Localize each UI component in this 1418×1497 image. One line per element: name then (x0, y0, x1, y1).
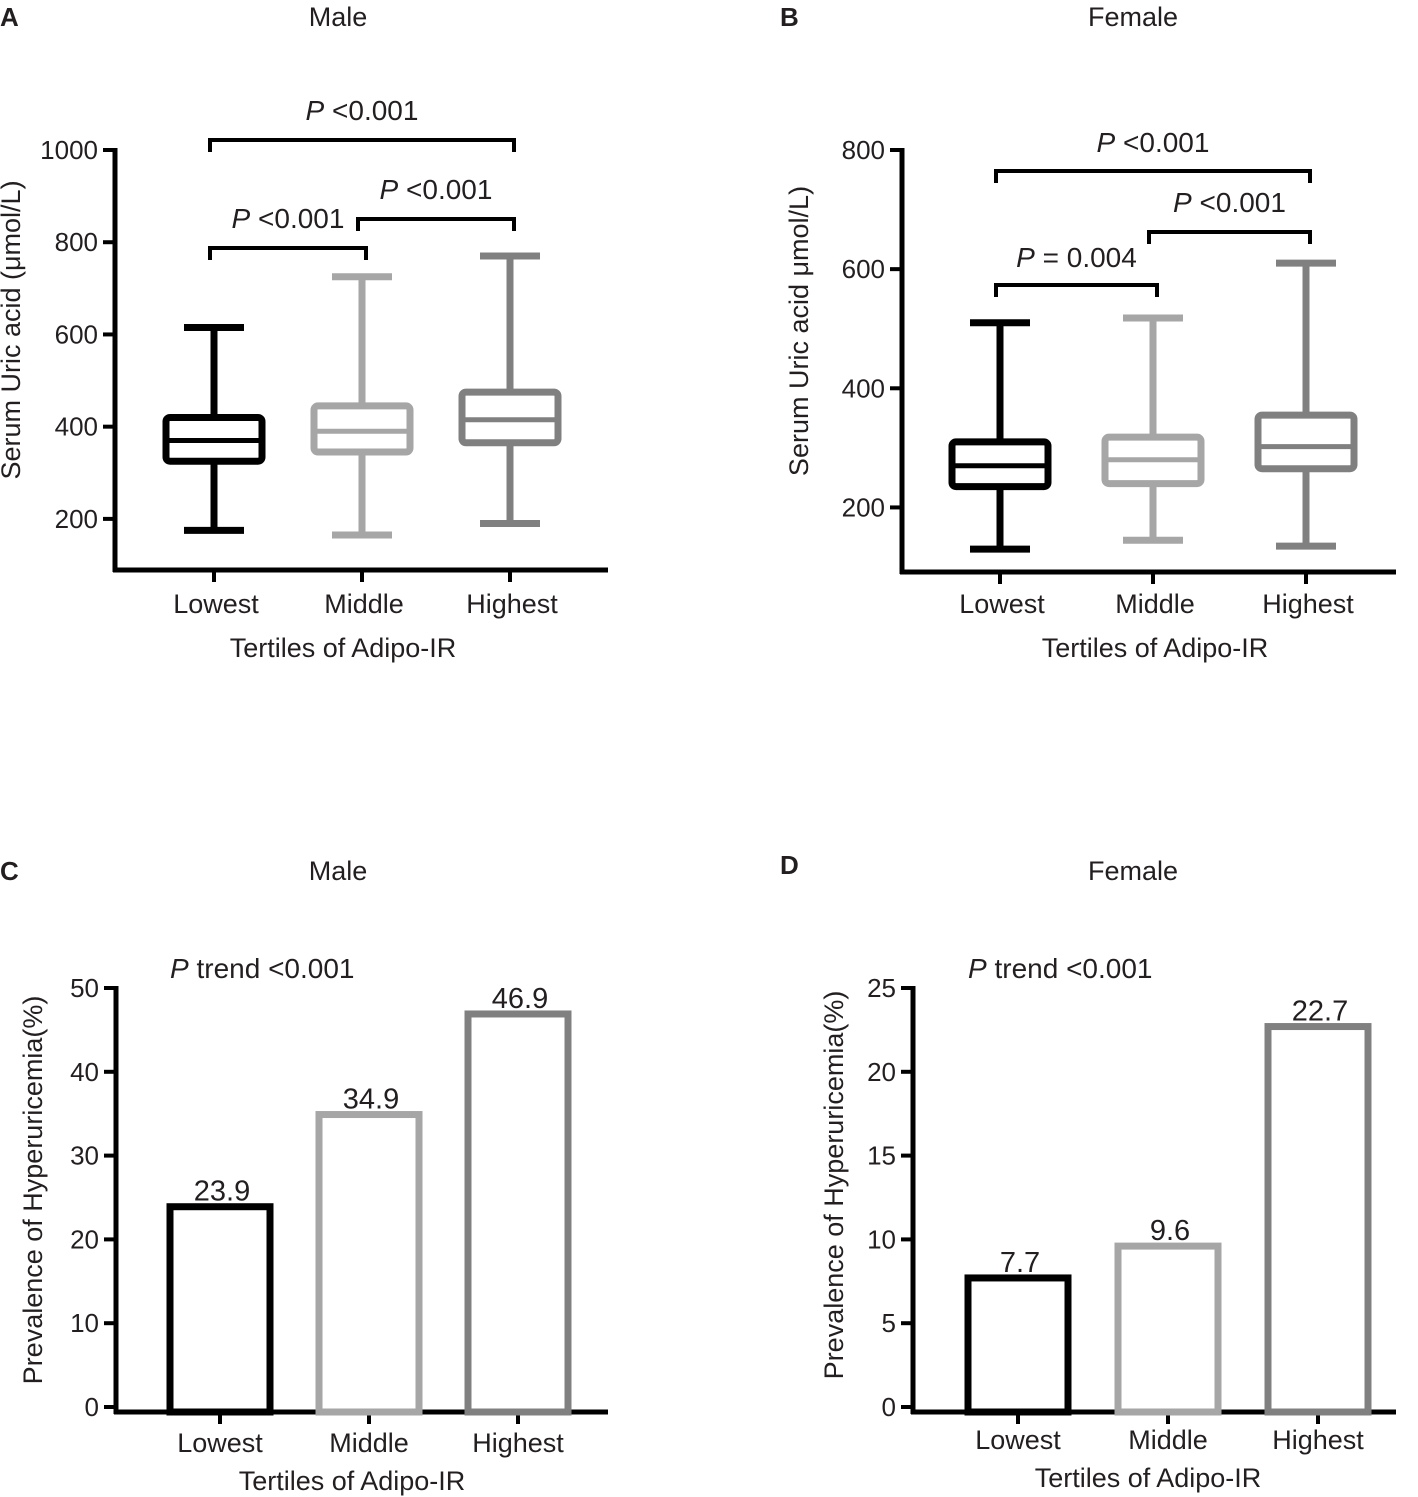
bar-middle (315, 1111, 423, 1416)
bar-value-label: 46.9 (492, 983, 548, 1015)
panel-letter: B (780, 2, 799, 32)
p-trend-annotation: P trend <0.001 (170, 953, 355, 984)
x-axis-title: Tertiles of Adipo-IR (1042, 633, 1269, 663)
box-lowest (948, 319, 1052, 553)
y-tick-label: 30 (70, 1141, 99, 1171)
y-tick-label: 800 (842, 135, 885, 165)
panel-letter: C (0, 856, 19, 886)
x-axis-title: Tertiles of Adipo-IR (1035, 1463, 1262, 1493)
y-tick-label: 200 (55, 504, 98, 534)
box-middle (310, 273, 414, 539)
x-category-label: Highest (466, 589, 558, 619)
bar-highest (464, 1010, 572, 1416)
p-value-annotation: P <0.001 (232, 203, 345, 234)
bar-value-label: 7.7 (1000, 1247, 1040, 1279)
bar-lowest (964, 1274, 1072, 1416)
panel-b: B Female 200 400 600 800 Lowest Middle Highest Te… (780, 2, 1396, 663)
box-highest (458, 252, 562, 527)
x-category-label: Lowest (975, 1425, 1061, 1455)
y-tick-label: 400 (842, 373, 885, 403)
y-tick-label: 600 (55, 319, 98, 349)
x-category-label: Middle (329, 1428, 409, 1458)
significance-bracket (208, 246, 368, 260)
x-category-label: Highest (472, 1428, 564, 1458)
bar-lowest (166, 1203, 274, 1416)
panel-a: A Male 200 400 600 800 1000 Lowest Middle Highest… (0, 2, 608, 663)
p-value-annotation: P <0.001 (306, 95, 419, 126)
panel-title: Male (309, 856, 368, 886)
x-category-label: Highest (1272, 1425, 1364, 1455)
y-tick-label: 800 (55, 227, 98, 257)
y-tick-label: 10 (867, 1224, 896, 1254)
x-category-label: Middle (1128, 1425, 1208, 1455)
bar-value-label: 23.9 (194, 1176, 250, 1208)
y-tick-label: 10 (70, 1308, 99, 1338)
p-trend-annotation: P trend <0.001 (968, 953, 1153, 984)
x-axis-title: Tertiles of Adipo-IR (239, 1466, 466, 1496)
panel-letter: D (780, 850, 799, 880)
x-category-label: Lowest (959, 589, 1045, 619)
x-category-label: Lowest (177, 1428, 263, 1458)
significance-bracket (994, 283, 1159, 297)
x-axis-title: Tertiles of Adipo-IR (230, 633, 457, 663)
p-value-annotation: P = 0.004 (1016, 242, 1137, 273)
box-highest (1254, 259, 1358, 550)
significance-bracket (356, 217, 516, 231)
y-tick-label: 25 (867, 973, 896, 1003)
p-value-annotation: P <0.001 (1173, 187, 1286, 218)
y-tick-label: 20 (70, 1224, 99, 1254)
panel-title: Female (1088, 856, 1178, 886)
bar-highest (1264, 1023, 1372, 1416)
x-category-label: Middle (324, 589, 404, 619)
y-tick-label: 5 (882, 1308, 896, 1338)
p-value-annotation: P <0.001 (380, 174, 493, 205)
significance-bracket (1147, 230, 1312, 244)
y-axis-title: Prevalence of Hyperuricemia(%) (18, 996, 48, 1385)
y-axis-title: Serum Uric acid μmol/L) (784, 186, 814, 476)
panel-c: C Male 0 10 20 30 40 50 Lowest Middle HighestTerti… (0, 856, 608, 1496)
bar-value-label: 22.7 (1292, 996, 1348, 1028)
x-category-label: Lowest (173, 589, 259, 619)
box-iqr (1254, 411, 1358, 473)
box-middle (1101, 314, 1205, 544)
significance-bracket (208, 138, 516, 152)
y-tick-label: 15 (867, 1141, 896, 1171)
p-value-annotation: P <0.001 (1097, 127, 1210, 158)
panel-d: D Female 0 5 10 15 20 25 Lowest Middle Highest Tert… (780, 850, 1396, 1493)
y-tick-label: 400 (55, 412, 98, 442)
y-tick-label: 20 (867, 1057, 896, 1087)
box-lowest (162, 324, 266, 534)
y-axis-title: Serum Uric acid (μmol/L) (0, 180, 26, 479)
y-tick-label: 200 (842, 492, 885, 522)
y-tick-label: 40 (70, 1057, 99, 1087)
y-tick-label: 50 (70, 973, 99, 1003)
panel-letter: A (0, 2, 19, 32)
panel-title: Male (309, 2, 368, 32)
x-category-label: Middle (1115, 589, 1195, 619)
bar-middle (1114, 1242, 1222, 1416)
panel-title: Female (1088, 2, 1178, 32)
y-tick-label: 0 (882, 1392, 896, 1422)
bar-value-label: 9.6 (1150, 1215, 1190, 1247)
y-tick-label: 600 (842, 254, 885, 284)
bar-value-label: 34.9 (343, 1084, 399, 1116)
y-tick-label: 0 (85, 1392, 99, 1422)
significance-bracket (994, 169, 1312, 183)
y-axis-title: Prevalence of Hyperuricemia(%) (819, 991, 849, 1380)
y-tick-label: 1000 (40, 135, 98, 165)
x-category-label: Highest (1262, 589, 1354, 619)
